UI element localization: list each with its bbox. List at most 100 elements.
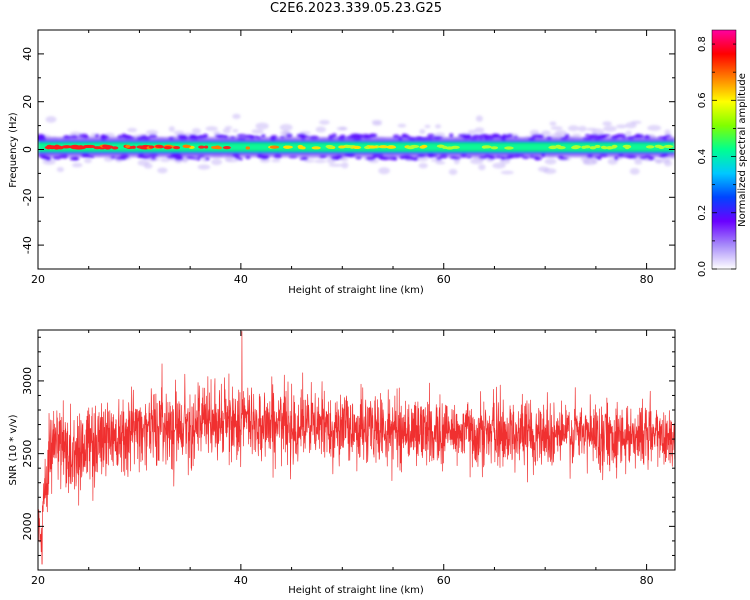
spectrogram-peak-cell bbox=[481, 145, 492, 149]
spectrogram-violet-cell bbox=[148, 134, 158, 139]
spectrogram-halo-cell bbox=[157, 167, 168, 174]
spectrogram-halo-cell bbox=[160, 157, 171, 162]
spectrogram-violet-cell bbox=[136, 155, 147, 159]
spectrogram-peak-cell bbox=[549, 145, 558, 149]
spectrogram-halo-cell bbox=[500, 170, 514, 175]
spectrogram-halo-cell bbox=[397, 123, 407, 128]
spectrogram-halo-cell bbox=[328, 163, 343, 167]
spectrogram-violet-cell bbox=[286, 133, 293, 138]
spectrogram-peak-cell bbox=[450, 145, 460, 149]
spectrogram-violet-cell bbox=[425, 136, 434, 140]
spectrogram-violet-cell bbox=[203, 133, 209, 138]
spectrogram-halo-cell bbox=[583, 158, 597, 166]
spectrogram-halo-cell bbox=[661, 157, 671, 164]
spectrogram-violet-cell bbox=[296, 133, 307, 138]
spectrogram-violet-cell bbox=[100, 135, 107, 141]
spectrogram-violet-cell bbox=[499, 135, 506, 140]
spectrogram-halo-cell bbox=[492, 162, 506, 169]
spectrogram-peak-cell bbox=[297, 144, 304, 149]
spectrogram-violet-cell bbox=[452, 156, 462, 160]
spectrogram-violet-cell bbox=[244, 134, 254, 138]
spectrogram-violet-cell bbox=[392, 157, 398, 161]
spectrogram-violet-cell bbox=[436, 157, 442, 161]
spectrogram-y-tick-label: -40 bbox=[21, 236, 34, 254]
spectrogram-peak-cell bbox=[343, 144, 354, 149]
spectrogram-violet-cell bbox=[586, 154, 594, 159]
spectrogram-peak-cell bbox=[269, 145, 280, 149]
spectrogram-violet-cell bbox=[236, 133, 247, 137]
spectrogram-halo-cell bbox=[664, 129, 671, 136]
spectrogram-peak-cell bbox=[102, 144, 111, 148]
spectrogram-violet-cell bbox=[658, 154, 667, 158]
spectrogram-peak-cell bbox=[663, 144, 674, 149]
snr-y-tick-label: 2000 bbox=[21, 512, 34, 540]
spectrogram-halo-cell bbox=[541, 130, 551, 137]
spectrogram-violet-cell bbox=[186, 156, 194, 160]
spectrogram-violet-cell bbox=[584, 133, 591, 137]
spectrogram-peak-cell bbox=[409, 144, 420, 149]
spectrogram-violet-cell bbox=[592, 136, 602, 141]
spectrogram-violet-cell bbox=[462, 134, 471, 138]
spectrogram-halo-cell bbox=[315, 126, 327, 133]
spectrogram-halo-cell bbox=[629, 168, 640, 175]
spectrogram-peak-cell bbox=[210, 145, 221, 150]
spectrogram-halo-cell bbox=[232, 129, 239, 133]
spectrogram-peak-cell bbox=[204, 145, 209, 149]
spectrogram-panel: 20 40 60 80 -40 -20 0 20 40 Height of straight … bbox=[8, 29, 676, 296]
spectrogram-violet-cell bbox=[173, 154, 178, 159]
spectrogram-halo-cell bbox=[319, 119, 330, 125]
spectrogram-peak-cell bbox=[611, 145, 617, 149]
snr-y-ticks: 2000 2500 3000 bbox=[21, 336, 675, 556]
spectrogram-violet-cell bbox=[334, 154, 344, 159]
spectrogram-peak-cell bbox=[607, 146, 612, 150]
spectrogram-peak-cell bbox=[173, 145, 181, 150]
spectrogram-violet-cell bbox=[557, 155, 564, 160]
spectrogram-halo-cell bbox=[418, 162, 428, 169]
spectrogram-violet-cell bbox=[582, 137, 590, 140]
spectrogram-violet-cell bbox=[621, 136, 627, 140]
spectrogram-peak-cell bbox=[378, 145, 389, 149]
spectrogram-violet-cell bbox=[269, 135, 276, 141]
spectrogram-violet-cell bbox=[427, 133, 435, 137]
spectrogram-halo-cell bbox=[339, 127, 347, 131]
spectrogram-violet-cell bbox=[236, 137, 247, 140]
spectrogram-halo-cell bbox=[279, 123, 293, 131]
spectrogram-violet-cell bbox=[427, 153, 435, 158]
spectrogram-violet-cell bbox=[148, 154, 159, 158]
spectrogram-violet-cell bbox=[495, 155, 502, 159]
spectrogram-violet-cell bbox=[288, 155, 298, 159]
spectrogram-halo-cell bbox=[647, 125, 662, 131]
spectrogram-peak-cell bbox=[325, 144, 333, 149]
spectrogram-violet-cell bbox=[404, 155, 415, 161]
spectrogram-peak-cell bbox=[419, 145, 426, 149]
snr-panel: 20 40 60 80 2000 2500 3000 Height of straight… bbox=[8, 329, 676, 596]
spectrogram-halo-cell bbox=[173, 130, 185, 135]
spectrogram-peak-cell bbox=[572, 145, 582, 149]
spectrogram-halo-cell bbox=[143, 163, 153, 169]
snr-y-tick-label: 3000 bbox=[21, 367, 34, 395]
spectrogram-violet-cell bbox=[407, 136, 417, 141]
spectrogram-halo-cell bbox=[303, 159, 315, 163]
spectrogram-violet-cell bbox=[529, 155, 535, 159]
spectrogram-x-tick-label: 40 bbox=[234, 273, 248, 286]
spectrogram-peak-cell bbox=[338, 145, 346, 149]
spectrogram-peak-cell bbox=[131, 145, 136, 149]
spectrogram-peak-cell bbox=[589, 146, 597, 150]
spectrogram-violet-cell bbox=[611, 134, 619, 139]
spectrogram-halo-cell bbox=[255, 122, 269, 130]
spectrogram-violet-cell bbox=[398, 136, 403, 141]
spectrogram-peak-cell bbox=[283, 145, 291, 149]
colorbar-tick-label: 0.6 bbox=[697, 92, 708, 108]
spectrogram-y-tick-label: 0 bbox=[21, 146, 34, 153]
spectrogram-halo-cell bbox=[616, 124, 627, 129]
spectrogram-violet-cell bbox=[634, 134, 645, 139]
spectrogram-violet-cell bbox=[601, 134, 607, 139]
spectrogram-y-ticks: -40 -20 0 20 40 bbox=[21, 29, 675, 270]
spectrogram-halo-cell bbox=[467, 129, 477, 134]
spectrogram-x-label: Height of straight line (km) bbox=[288, 285, 424, 296]
spectrogram-x-ticks: 20 40 60 80 bbox=[31, 30, 654, 286]
spectrogram-violet-cell bbox=[626, 135, 635, 140]
spectrogram-halo-cell bbox=[191, 128, 201, 135]
spectrogram-peak-cell bbox=[139, 146, 148, 150]
